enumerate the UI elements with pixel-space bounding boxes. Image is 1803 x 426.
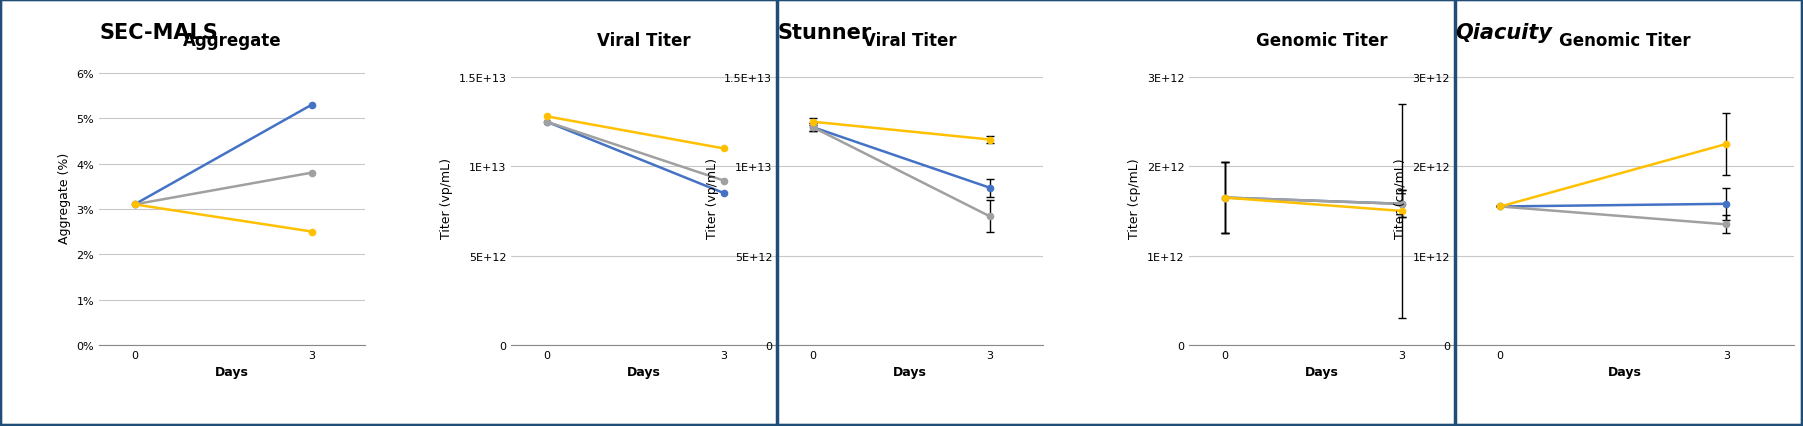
X-axis label: Days: Days — [1305, 366, 1340, 378]
X-axis label: Days: Days — [627, 366, 662, 378]
Title: Aggregate: Aggregate — [182, 32, 281, 49]
X-axis label: Days: Days — [1608, 366, 1641, 378]
Y-axis label: Titer (vp/mL): Titer (vp/mL) — [440, 158, 453, 239]
Y-axis label: Titer (vp/mL): Titer (vp/mL) — [705, 158, 719, 239]
Title: Genomic Titer: Genomic Titer — [1558, 32, 1691, 49]
Text: Stunner: Stunner — [777, 23, 871, 43]
Y-axis label: Titer (cp/mL): Titer (cp/mL) — [1129, 158, 1141, 238]
Title: Viral Titer: Viral Titer — [864, 32, 957, 49]
Y-axis label: Aggregate (%): Aggregate (%) — [58, 153, 70, 244]
Text: Qiacuity: Qiacuity — [1455, 23, 1552, 43]
Text: SEC-MALS: SEC-MALS — [99, 23, 218, 43]
Title: Viral Titer: Viral Titer — [597, 32, 691, 49]
Title: Genomic Titer: Genomic Titer — [1257, 32, 1388, 49]
X-axis label: Days: Days — [215, 366, 249, 378]
Y-axis label: Titer (cp/mL): Titer (cp/mL) — [1394, 158, 1406, 238]
X-axis label: Days: Days — [892, 366, 927, 378]
